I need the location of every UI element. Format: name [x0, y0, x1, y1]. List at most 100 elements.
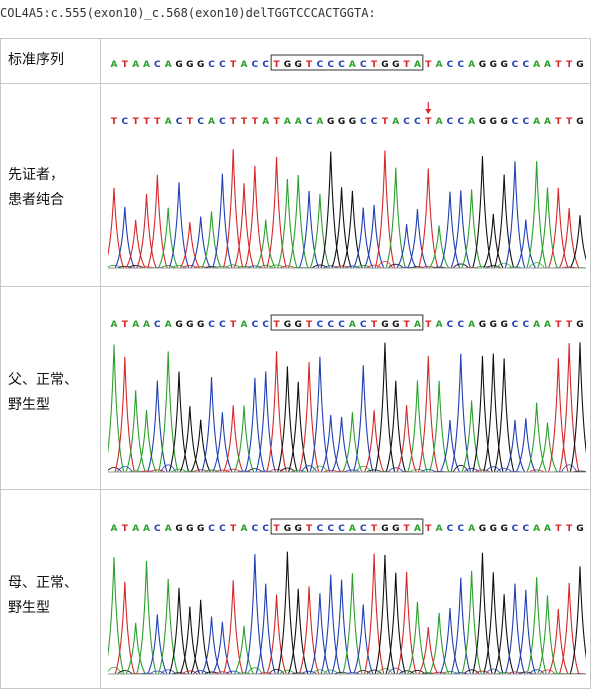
trace-peak: [342, 573, 363, 675]
base-letter: C: [252, 320, 259, 330]
base-letter: T: [273, 524, 280, 534]
trace-peak: [331, 187, 352, 269]
row-label-line: 野生型: [8, 600, 50, 616]
base-letter: T: [404, 320, 411, 330]
base-letter: A: [436, 60, 443, 70]
trace-peak: [309, 593, 331, 675]
base-letter: G: [197, 320, 204, 330]
base-letter: A: [132, 60, 139, 70]
base-letter: C: [154, 524, 161, 534]
trace-noise: [561, 464, 578, 473]
base-letter: A: [414, 524, 421, 534]
base-letter: A: [414, 60, 421, 70]
deletion-box: [270, 54, 424, 71]
proband-trace: [108, 149, 586, 269]
trace-noise: [485, 466, 502, 473]
base-letter: G: [186, 60, 193, 70]
base-letter: C: [176, 117, 183, 127]
trace-noise: [366, 669, 383, 675]
base-letter: A: [468, 320, 475, 330]
row-divider: [0, 286, 591, 287]
base-letter: G: [295, 524, 302, 534]
base-letter: T: [230, 60, 237, 70]
base-letter: C: [262, 524, 269, 534]
trace-noise: [257, 264, 274, 269]
base-letter: G: [500, 117, 507, 127]
trace-noise: [528, 469, 545, 473]
base-letter: T: [122, 320, 129, 330]
base-letter: C: [360, 320, 367, 330]
trace-peak: [287, 381, 309, 473]
base-letter: A: [392, 117, 399, 127]
base-letter: A: [111, 320, 118, 330]
trace-noise: [203, 469, 220, 473]
trace-peak: [114, 356, 136, 473]
trace-noise: [311, 669, 329, 675]
base-letter: G: [392, 320, 399, 330]
trace-peak: [558, 208, 580, 269]
base-letter: G: [327, 117, 334, 127]
base-letter: G: [381, 60, 388, 70]
base-letter: C: [360, 524, 367, 534]
trace-noise: [431, 671, 448, 675]
base-letter: A: [468, 60, 475, 70]
trace-peak: [157, 578, 179, 675]
trace-noise: [246, 265, 263, 269]
trace-noise: [116, 466, 133, 473]
trace-peak: [353, 604, 374, 675]
trace-peak: [244, 554, 266, 675]
trace-noise: [149, 469, 166, 473]
base-letter: A: [143, 320, 150, 330]
trace-peak: [298, 586, 320, 675]
base-letter: C: [447, 117, 454, 127]
base-letter: G: [500, 320, 507, 330]
row-divider: [0, 489, 591, 490]
base-letter: C: [447, 60, 454, 70]
trace-peak: [244, 165, 266, 269]
trace-noise: [485, 265, 502, 269]
base-letter: C: [262, 60, 269, 70]
row-label-reference: 标准序列: [8, 52, 64, 68]
trace-peak: [168, 587, 190, 675]
trace-peak: [569, 215, 586, 269]
base-letter: C: [122, 117, 129, 127]
trace-noise: [474, 469, 491, 473]
base-letter: C: [317, 60, 324, 70]
trace-peak: [136, 410, 157, 473]
trace-noise: [203, 671, 220, 675]
base-letter: C: [327, 524, 334, 534]
base-letter: T: [187, 117, 194, 127]
base-letter: G: [284, 60, 291, 70]
row-label-father: 父、正常、 野生型: [8, 368, 96, 418]
base-letter: A: [208, 117, 215, 127]
base-letter: T: [230, 117, 237, 127]
trace-peak: [548, 187, 569, 269]
trace-peak: [353, 207, 374, 269]
trace-peak: [309, 356, 331, 473]
trace-peak: [515, 418, 537, 473]
trace-peak: [363, 553, 385, 675]
trace-peak: [385, 572, 407, 675]
base-letter: G: [175, 60, 182, 70]
base-letter: T: [566, 524, 573, 534]
trace-peak: [418, 627, 439, 675]
base-letter: T: [133, 117, 140, 127]
trace-noise: [290, 469, 307, 473]
trace-peak: [255, 583, 276, 675]
breakpoint-arrow-icon: [425, 102, 432, 114]
trace-peak: [396, 405, 417, 473]
trace-noise: [268, 668, 285, 675]
row-divider: [0, 83, 591, 84]
base-letter: T: [404, 524, 411, 534]
trace-peak: [407, 380, 428, 473]
base-letter: C: [208, 60, 215, 70]
trace-peak: [114, 581, 136, 675]
base-letter: C: [403, 117, 410, 127]
trace-noise: [355, 670, 372, 675]
base-letter: C: [317, 320, 324, 330]
